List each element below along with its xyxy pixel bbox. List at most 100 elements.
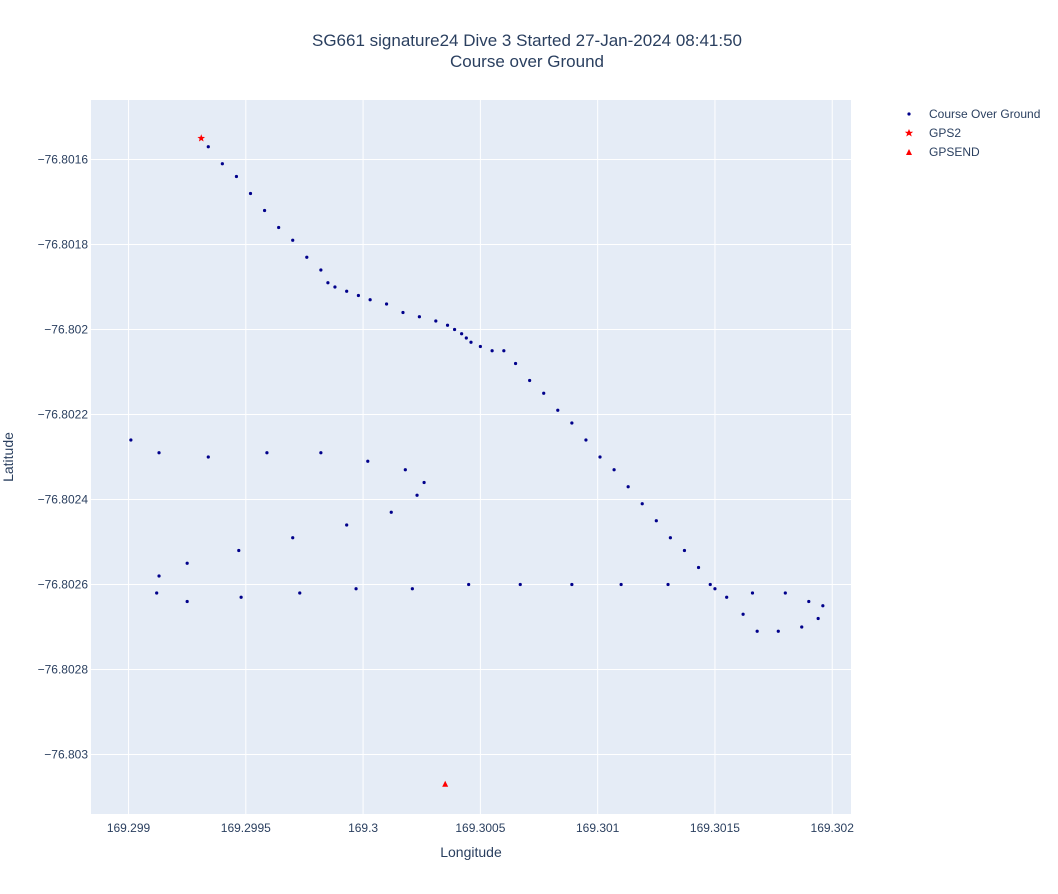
course-point[interactable]: [821, 604, 825, 608]
course-point[interactable]: [298, 591, 302, 595]
x-tick-label: 169.302: [811, 821, 855, 835]
course-point[interactable]: [502, 349, 506, 353]
course-point[interactable]: [185, 561, 189, 565]
course-point[interactable]: [345, 523, 349, 527]
course-point[interactable]: [319, 268, 323, 272]
course-point[interactable]: [696, 565, 701, 570]
course-point[interactable]: [708, 582, 712, 587]
course-point[interactable]: [262, 208, 267, 213]
course-point[interactable]: [741, 612, 745, 616]
course-point[interactable]: [750, 591, 755, 595]
course-point[interactable]: [417, 315, 421, 319]
course-point[interactable]: [668, 536, 672, 540]
course-point[interactable]: [333, 285, 337, 289]
course-point[interactable]: [291, 238, 295, 242]
gps2-star-marker[interactable]: [197, 134, 206, 142]
course-point[interactable]: [542, 391, 546, 395]
plot-area: [91, 100, 851, 814]
course-point[interactable]: [452, 327, 457, 332]
legend-star-marker: [904, 129, 914, 137]
course-point[interactable]: [206, 455, 210, 459]
course-point[interactable]: [445, 323, 450, 327]
course-point[interactable]: [356, 293, 361, 298]
legend-label: GPS2: [929, 126, 961, 140]
course-point[interactable]: [478, 344, 482, 349]
course-point[interactable]: [654, 519, 658, 523]
course-point[interactable]: [422, 480, 426, 485]
course-point[interactable]: [239, 595, 243, 599]
course-point[interactable]: [467, 582, 471, 587]
course-point[interactable]: [713, 587, 717, 591]
course-point[interactable]: [354, 587, 358, 591]
course-point[interactable]: [556, 408, 560, 412]
course-point[interactable]: [518, 582, 522, 587]
chart-subtitle: Course over Ground: [450, 52, 604, 71]
course-point[interactable]: [640, 502, 644, 506]
x-axis-title: Longitude: [440, 844, 502, 860]
y-tick-label: −76.8022: [38, 408, 89, 422]
course-point[interactable]: [464, 336, 468, 340]
course-point[interactable]: [598, 455, 602, 459]
course-point[interactable]: [755, 629, 759, 633]
legend-item-gpsend[interactable]: GPSEND: [906, 145, 980, 159]
course-point[interactable]: [265, 451, 269, 455]
course-point[interactable]: [570, 421, 574, 425]
gpsend-triangle-marker[interactable]: [442, 780, 449, 787]
legend-item-course-over-ground[interactable]: Course Over Ground: [907, 107, 1040, 121]
course-point[interactable]: [345, 289, 349, 293]
course-point[interactable]: [366, 459, 370, 463]
course-point[interactable]: [528, 378, 532, 383]
chart-title: SG661 signature24 Dive 3 Started 27-Jan-…: [312, 31, 742, 50]
course-point[interactable]: [248, 191, 253, 196]
course-point[interactable]: [277, 225, 281, 230]
course-point[interactable]: [415, 493, 419, 497]
legend-label: Course Over Ground: [929, 107, 1040, 121]
legend-dot-marker: [907, 112, 911, 116]
course-point[interactable]: [725, 595, 729, 599]
course-point[interactable]: [234, 174, 239, 179]
course-point[interactable]: [368, 298, 372, 302]
course-point[interactable]: [783, 591, 787, 595]
course-point[interactable]: [384, 302, 389, 306]
y-tick-label: −76.8026: [38, 578, 89, 592]
course-point[interactable]: [129, 438, 133, 442]
course-point[interactable]: [185, 599, 189, 604]
course-point[interactable]: [816, 616, 820, 621]
course-point[interactable]: [584, 438, 588, 442]
course-point[interactable]: [389, 510, 393, 514]
course-point[interactable]: [157, 451, 161, 455]
course-point[interactable]: [434, 319, 438, 323]
course-point[interactable]: [490, 349, 494, 353]
course-point[interactable]: [807, 599, 811, 604]
legend-triangle-marker: [906, 149, 912, 155]
legend-label: GPSEND: [929, 145, 980, 159]
course-point[interactable]: [206, 145, 210, 149]
course-point[interactable]: [155, 591, 159, 595]
course-point[interactable]: [220, 162, 224, 166]
legend-item-gps2[interactable]: GPS2: [904, 126, 962, 140]
course-point[interactable]: [326, 281, 330, 285]
course-point[interactable]: [469, 340, 473, 344]
x-tick-label: 169.299: [107, 821, 151, 835]
course-point[interactable]: [460, 332, 464, 336]
course-point[interactable]: [682, 548, 687, 553]
y-tick-label: −76.802: [44, 323, 88, 337]
course-point[interactable]: [291, 536, 295, 540]
y-tick-label: −76.8028: [38, 663, 89, 677]
course-point[interactable]: [619, 582, 623, 587]
course-point[interactable]: [626, 485, 630, 489]
course-point[interactable]: [570, 582, 574, 587]
course-point[interactable]: [800, 625, 804, 629]
course-point[interactable]: [666, 582, 670, 587]
course-point[interactable]: [157, 574, 161, 578]
course-point[interactable]: [776, 629, 780, 633]
course-point[interactable]: [237, 548, 241, 553]
course-point[interactable]: [403, 468, 407, 472]
course-point[interactable]: [410, 587, 414, 591]
course-point[interactable]: [305, 255, 309, 259]
course-point[interactable]: [612, 468, 616, 472]
course-point[interactable]: [513, 361, 518, 366]
course-point[interactable]: [319, 451, 323, 455]
course-point[interactable]: [401, 310, 405, 315]
